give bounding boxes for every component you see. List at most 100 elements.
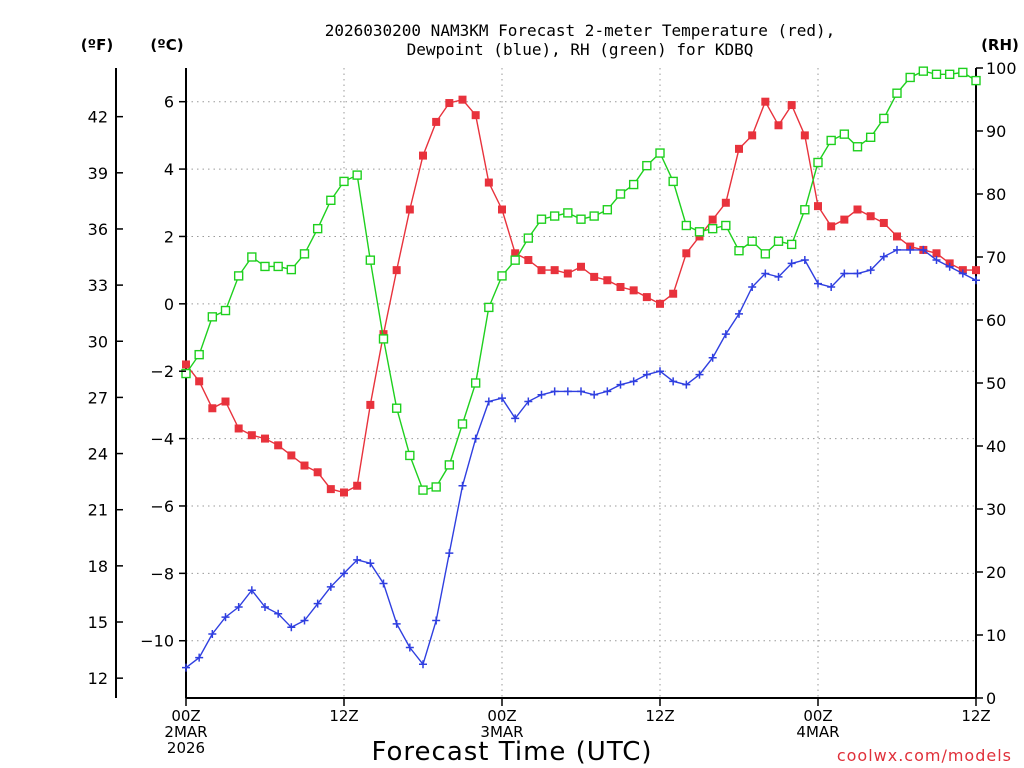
temperature-point [550, 266, 559, 275]
rh-point [813, 157, 823, 168]
dewpoint-point [853, 269, 862, 278]
celsius-tick-label: −10 [140, 632, 174, 651]
rh-tick-label: 80 [986, 185, 1006, 204]
rh-tick-label: 10 [986, 626, 1006, 645]
rh-point [773, 236, 784, 246]
dewpoint-point [261, 603, 269, 612]
rh-point [391, 403, 402, 413]
dewpoint-point [972, 276, 980, 285]
rh-point [181, 368, 191, 379]
temperature-point [656, 299, 664, 308]
rh-point [800, 205, 810, 215]
rh-point [339, 176, 349, 187]
rh-point [971, 75, 981, 86]
dewpoint-point [827, 282, 836, 291]
axes [115, 68, 977, 699]
dewpoint-point [958, 269, 967, 278]
temperature-point [379, 330, 388, 339]
celsius-tick-label: −2 [150, 362, 174, 381]
rh-point [484, 302, 494, 313]
rh-tick-label: 30 [986, 500, 1006, 519]
x-tick-label: 12Z [645, 707, 674, 725]
rh-line [185, 70, 977, 491]
fahrenheit-tick-label: 21 [88, 501, 108, 520]
x-tick-label: 3MAR [480, 723, 523, 741]
dewpoint-point [800, 256, 809, 265]
rh-point [470, 378, 481, 388]
rh-point [352, 170, 362, 180]
dewpoint-point [629, 377, 638, 386]
temperature-point [313, 468, 322, 477]
dewpoint-point [182, 663, 190, 672]
celsius-tick-label: −4 [150, 430, 174, 449]
dewpoint-point [906, 245, 915, 254]
x-tick-label: 00Z [803, 707, 832, 725]
rh-point [721, 220, 731, 231]
dewpoint-point [669, 377, 678, 386]
temperature-point [182, 360, 190, 369]
rh-point [760, 249, 771, 259]
celsius-tick-label: 0 [164, 295, 174, 314]
rh-point [615, 189, 626, 199]
temperature-point [511, 249, 520, 258]
temperature-point [340, 488, 348, 497]
dewpoint-point [208, 629, 217, 638]
temperature-point [392, 266, 401, 275]
rh-tick-label: 0 [986, 689, 996, 708]
rh-point [365, 255, 376, 265]
series-layer [181, 66, 981, 672]
rh-point [839, 129, 850, 139]
dewpoint-point [919, 245, 928, 254]
temperature-point [484, 178, 493, 187]
temperature-point [208, 404, 217, 413]
temperature-point [669, 289, 678, 298]
temperature-point [405, 205, 414, 214]
temperature-point [761, 97, 770, 106]
temperature-point [748, 131, 757, 140]
dewpoint-point [761, 269, 770, 278]
title-line-2: Dewpoint (blue), RH (green) for KDBQ [407, 40, 754, 59]
dewpoint-point [326, 582, 335, 591]
celsius-tick-label: 4 [164, 160, 174, 179]
rh-point [865, 132, 876, 143]
rh-point [510, 255, 520, 265]
temperature-point [642, 293, 651, 302]
x-tick-label: 4MAR [796, 723, 839, 741]
temperature-point [261, 434, 269, 443]
rh-point [220, 305, 231, 316]
temperature-point [682, 249, 691, 258]
dewpoint-line [185, 249, 977, 669]
temperature-point [893, 232, 901, 241]
rh-point [826, 135, 836, 146]
fahrenheit-tick-label: 33 [88, 276, 108, 295]
rh-point [734, 245, 744, 256]
dewpoint-point [932, 256, 941, 265]
rh-tick-label: 100 [986, 59, 1017, 78]
rh-point [628, 179, 639, 190]
fahrenheit-tick-label: 24 [88, 445, 108, 464]
rh-point [655, 148, 665, 158]
celsius-tick-label: 6 [164, 93, 174, 112]
rh-point [642, 160, 652, 171]
temperature-point [221, 397, 230, 406]
temperature-point [353, 481, 362, 490]
rh-point [668, 176, 678, 187]
rh-point [852, 142, 863, 152]
temperature-point [590, 272, 599, 281]
fahrenheit-tick-label: 27 [88, 388, 108, 407]
dewpoint-point [563, 387, 572, 396]
temperature-point [879, 218, 888, 227]
rh-point [326, 195, 336, 206]
rh-point [260, 261, 270, 272]
temperature-point [537, 266, 546, 275]
rh-point [694, 227, 705, 237]
rh-series [181, 66, 981, 495]
rh-point [549, 211, 560, 221]
dewpoint-point [445, 549, 454, 558]
rh-tick-label: 50 [986, 374, 1006, 393]
fahrenheit-tick-label: 18 [88, 557, 108, 576]
temperature-point [932, 249, 941, 258]
fahrenheit-tick-label: 30 [88, 332, 108, 351]
temperature-point [735, 144, 743, 153]
dewpoint-point [379, 579, 388, 588]
